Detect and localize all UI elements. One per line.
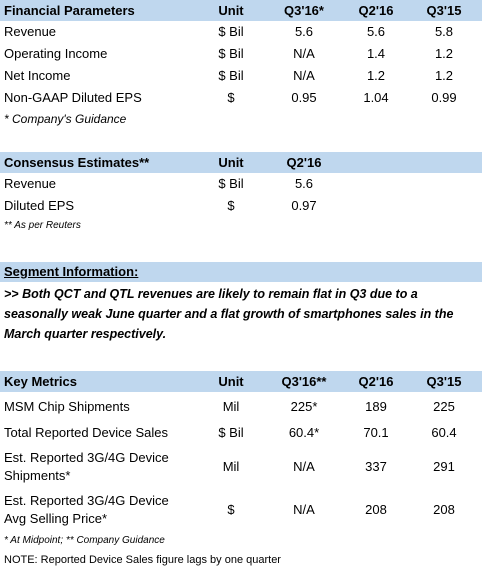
row-value: 1.2 <box>434 68 454 83</box>
header-key-metrics: Key Metrics <box>4 374 77 389</box>
row-value: 225 <box>433 399 455 414</box>
row-unit: $ Bil <box>218 176 244 191</box>
row-unit: $ <box>227 90 235 105</box>
table-row: Operating Income $ Bil N/A 1.4 1.2 <box>0 43 482 65</box>
row-label-line1: Est. Reported 3G/4G Device <box>4 493 169 508</box>
segment-title: Segment Information: <box>4 264 139 279</box>
row-value: 60.4* <box>288 425 320 440</box>
segment-header: Segment Information: <box>0 262 482 282</box>
header-q3-15: Q3'15 <box>426 374 462 389</box>
row-value: 208 <box>365 502 387 517</box>
row-value: 5.6 <box>294 176 314 191</box>
financial-table-header: Financial Parameters Unit Q3'16* Q2'16 Q… <box>0 0 482 21</box>
row-unit: $ Bil <box>218 68 244 83</box>
row-value: 337 <box>365 459 387 474</box>
row-label: Est. Reported 3G/4G Device Avg Selling Pr… <box>4 492 169 528</box>
row-unit: $ Bil <box>218 46 244 61</box>
header-unit: Unit <box>218 374 244 389</box>
row-value: 0.97 <box>291 198 317 213</box>
consensus-table-header: Consensus Estimates** Unit Q2'16 <box>0 152 482 173</box>
row-label-line2: Avg Selling Price* <box>4 511 108 526</box>
table-row: Revenue $ Bil 5.6 5.6 5.8 <box>0 21 482 43</box>
row-label: Est. Reported 3G/4G Device Shipments* <box>4 449 169 485</box>
consensus-footnote: ** As per Reuters <box>4 220 81 231</box>
header-unit: Unit <box>218 3 244 18</box>
header-q2-16: Q2'16 <box>286 155 322 170</box>
row-label: Total Reported Device Sales <box>4 425 169 440</box>
row-value: 225* <box>290 399 318 414</box>
row-value: N/A <box>293 68 315 83</box>
row-value: 5.6 <box>366 24 386 39</box>
row-label: Non-GAAP Diluted EPS <box>4 90 142 105</box>
table-row: Diluted EPS $ 0.97 <box>0 195 482 217</box>
row-label-line2: Shipments* <box>4 468 71 483</box>
row-value: 1.4 <box>366 46 386 61</box>
row-label: Revenue <box>4 176 57 191</box>
row-unit: $ <box>227 502 235 517</box>
row-label-line1: Est. Reported 3G/4G Device <box>4 450 169 465</box>
header-financial-parameters: Financial Parameters <box>4 3 135 18</box>
header-q3-16: Q3'16** <box>281 374 327 389</box>
row-unit: Mil <box>222 459 240 474</box>
row-value: 291 <box>433 459 455 474</box>
table-row: Non-GAAP Diluted EPS $ 0.95 1.04 0.99 <box>0 87 482 109</box>
row-value: 1.04 <box>363 90 389 105</box>
row-value: N/A <box>293 459 315 474</box>
header-unit: Unit <box>218 155 244 170</box>
header-q3-15: Q3'15 <box>426 3 462 18</box>
row-value: 1.2 <box>366 68 386 83</box>
row-unit: $ Bil <box>218 425 244 440</box>
row-value: N/A <box>293 502 315 517</box>
row-value: 1.2 <box>434 46 454 61</box>
table-row: Net Income $ Bil N/A 1.2 1.2 <box>0 65 482 87</box>
row-label: Net Income <box>4 68 71 83</box>
header-q3-16: Q3'16* <box>284 3 324 18</box>
table-row: MSM Chip Shipments Mil 225* 189 225 <box>0 394 482 420</box>
key-metrics-table-header: Key Metrics Unit Q3'16** Q2'16 Q3'15 <box>0 371 482 392</box>
financial-footnote: * Company's Guidance <box>4 112 127 126</box>
row-value: 0.95 <box>291 90 317 105</box>
table-row: Total Reported Device Sales $ Bil 60.4* … <box>0 420 482 446</box>
header-q2-16: Q2'16 <box>358 374 394 389</box>
header-consensus-estimates: Consensus Estimates** <box>4 155 150 170</box>
row-label: Operating Income <box>4 46 108 61</box>
row-label: Diluted EPS <box>4 198 75 213</box>
segment-text: >> Both QCT and QTL revenues are likely … <box>4 287 454 341</box>
row-value: N/A <box>293 46 315 61</box>
row-unit: $ Bil <box>218 24 244 39</box>
table-row: Revenue $ Bil 5.6 <box>0 173 482 195</box>
row-value: 208 <box>433 502 455 517</box>
row-value: 5.6 <box>294 24 314 39</box>
row-label: Revenue <box>4 24 57 39</box>
row-label: MSM Chip Shipments <box>4 399 130 414</box>
key-metrics-footnote: * At Midpoint; ** Company Guidance <box>4 535 165 546</box>
row-value: 70.1 <box>363 425 389 440</box>
row-value: 5.8 <box>434 24 454 39</box>
table-row: Est. Reported 3G/4G Device Avg Selling Pr… <box>0 490 482 530</box>
row-unit: Mil <box>222 399 240 414</box>
row-unit: $ <box>227 198 235 213</box>
reported-device-sales-note: NOTE: Reported Device Sales figure lags … <box>4 554 281 566</box>
row-value: 0.99 <box>431 90 457 105</box>
header-q2-16: Q2'16 <box>358 3 394 18</box>
row-value: 60.4 <box>431 425 457 440</box>
table-row: Est. Reported 3G/4G Device Shipments* Mil… <box>0 447 482 487</box>
row-value: 189 <box>365 399 387 414</box>
